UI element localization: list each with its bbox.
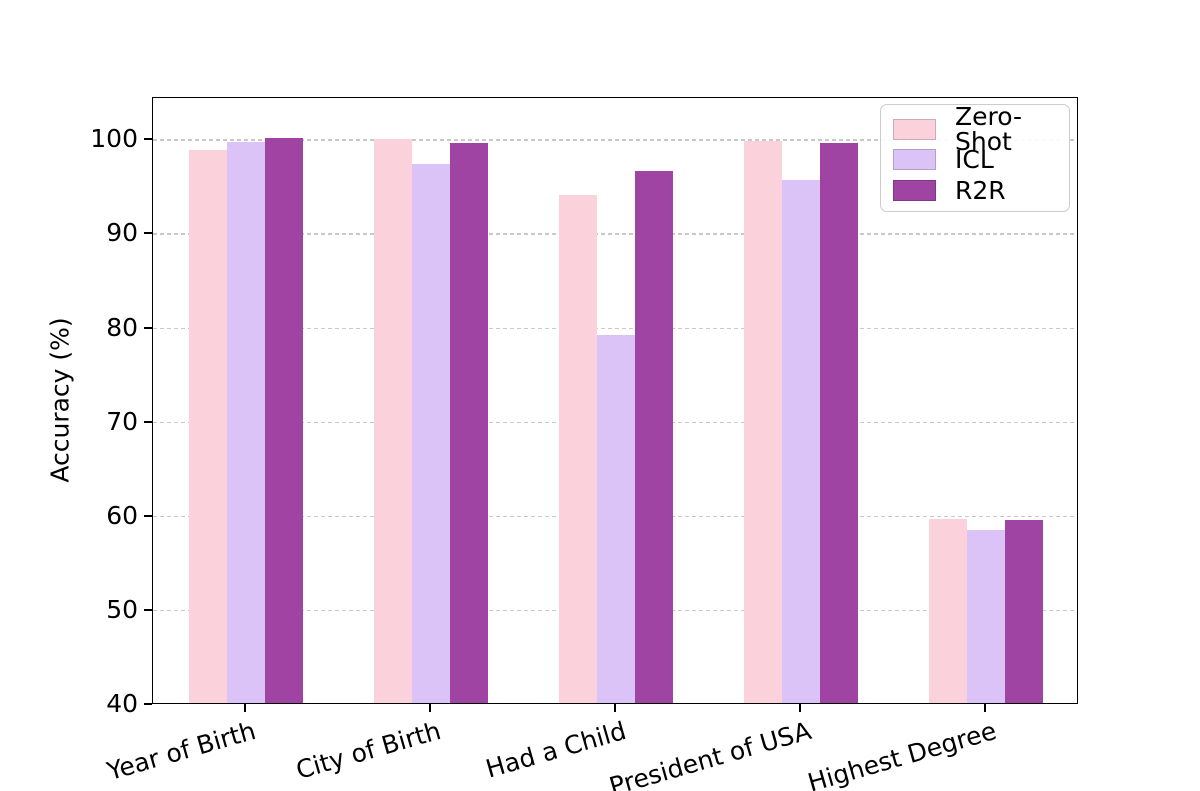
bar-icl-city-of-birth [411,163,450,703]
y-tick-mark [144,232,152,235]
x-tick-mark [428,704,431,712]
legend-swatch-icon [893,118,936,140]
bar-icl-president-of-usa [782,179,821,703]
legend-item-zero-shot: Zero-Shot [893,104,1057,154]
y-tick-mark [144,138,152,141]
bar-r2r-president-of-usa [820,143,859,703]
bar-icl-had-a-child [597,335,635,703]
bar-icl-highest-degree [967,529,1006,703]
bar-zero-shot-had-a-child [559,194,597,703]
x-tick-label-president-of-usa: President of USA [605,716,815,791]
x-tick-mark [984,704,987,712]
y-tick-label: 40 [106,689,138,718]
bar-zero-shot-highest-degree [929,518,968,703]
y-tick-mark [144,326,152,329]
y-tick-mark [144,420,152,423]
y-tick-label: 80 [106,312,138,342]
y-tick-label: 60 [106,500,138,530]
legend-label: ICL [955,145,994,174]
x-tick-label-year-of-birth: Year of Birth [103,716,259,787]
y-tick-label: 100 [90,124,138,154]
legend-label: R2R [955,175,1006,205]
y-tick-label: 90 [106,218,138,248]
y-tick-mark [144,703,152,705]
x-tick-mark [243,704,246,712]
x-tick-mark [799,704,802,712]
x-tick-label-city-of-birth: City of Birth [292,716,444,785]
y-tick-label: 50 [106,594,138,624]
bar-zero-shot-president-of-usa [744,141,783,703]
legend-item-r2r: R2R [893,175,1057,205]
y-tick-mark [144,514,152,517]
bar-r2r-had-a-child [635,171,673,703]
bar-r2r-year-of-birth [264,138,303,703]
legend: Zero-Shot ICL R2R [880,104,1070,212]
bar-icl-year-of-birth [226,142,265,703]
x-tick-mark [614,704,616,712]
legend-item-icl: ICL [893,145,1057,175]
y-tick-label: 70 [106,406,138,436]
y-tick-mark [144,608,152,611]
bar-zero-shot-year-of-birth [188,149,227,703]
legend-swatch-icon [893,179,936,201]
bar-zero-shot-city-of-birth [373,139,412,703]
bar-r2r-highest-degree [1005,520,1044,703]
y-axis-label: Accuracy (%) [45,317,75,483]
bar-r2r-city-of-birth [449,143,488,703]
legend-label: Zero-Shot [955,102,1023,156]
x-tick-label-highest-degree: Highest Degree [804,716,1000,791]
legend-swatch-icon [893,149,936,170]
